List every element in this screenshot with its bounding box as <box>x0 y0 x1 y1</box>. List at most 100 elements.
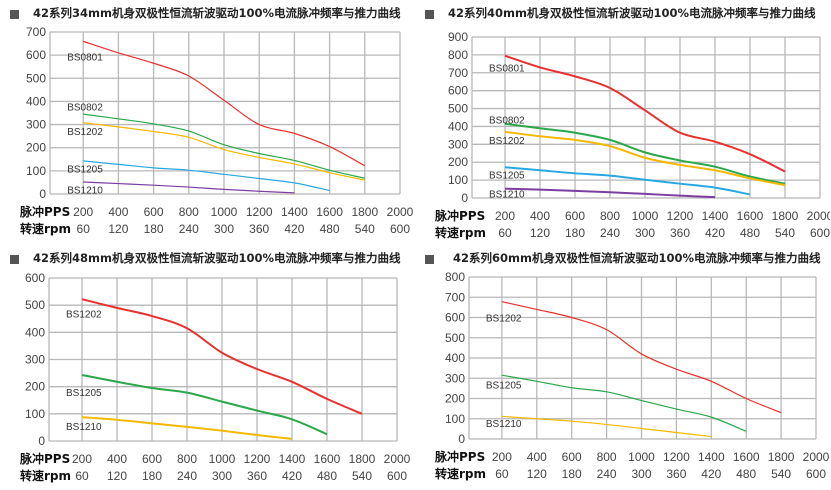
x-tick-label-pps: 800 <box>600 209 620 223</box>
x-tick-label-rpm: 240 <box>597 467 617 481</box>
x-tick-label-pps: 1600 <box>316 205 343 219</box>
x-tick-label-rpm: 240 <box>179 222 199 236</box>
series-label: BS0802 <box>67 103 103 114</box>
y-tick-label: 600 <box>448 84 468 98</box>
chart-title: 42系列48mm机身双极性恒流斩波驱动100%电流脉冲频率与推力曲线 <box>33 251 401 265</box>
x-tick-label-pps: 1200 <box>667 209 694 223</box>
x-tick-label-pps: 2000 <box>803 450 830 464</box>
series-line-bs1205 <box>504 166 751 196</box>
y-tick-label: 100 <box>25 407 45 421</box>
series-line-bs1205 <box>81 374 328 436</box>
y-tick-label: 500 <box>448 102 468 116</box>
x-tick-label-pps: 800 <box>179 205 199 219</box>
x-tick-label-pps: 1800 <box>768 450 795 464</box>
x-tick-label-rpm: 60 <box>498 226 512 240</box>
series-label: BS1202 <box>67 127 103 138</box>
x-tick-label-pps: 200 <box>495 209 515 223</box>
x-tick-label-rpm: 120 <box>107 469 127 483</box>
x-tick-label-rpm: 360 <box>666 467 686 481</box>
x-row-label-rpm: 转速rpm <box>20 221 71 236</box>
x-tick-label-rpm: 180 <box>144 222 164 236</box>
series-line-bs1205 <box>83 160 330 192</box>
x-tick-label-rpm: 360 <box>247 469 267 483</box>
x-tick-label-pps: 1200 <box>244 452 271 466</box>
x-tick-label-rpm: 60 <box>75 469 89 483</box>
x-row-label-pps: 脉冲PPS <box>19 451 70 466</box>
y-tick-label: 700 <box>448 66 468 80</box>
x-tick-label-rpm: 300 <box>212 469 232 483</box>
x-tick-label-pps: 1000 <box>211 205 238 219</box>
x-tick-label-rpm: 300 <box>631 467 651 481</box>
x-tick-label-rpm: 120 <box>527 467 547 481</box>
y-tick-label: 300 <box>25 353 45 367</box>
line-chart: 0 100 200 300 400 500 600 700 800 200 60 400 120 600 1… <box>434 270 830 481</box>
x-tick-label-rpm: 480 <box>736 467 756 481</box>
y-tick-label: 400 <box>448 119 468 133</box>
x-tick-label-pps: 1800 <box>351 205 378 219</box>
series-label: BS1205 <box>486 380 522 391</box>
x-tick-label-pps: 2000 <box>387 205 414 219</box>
x-tick-label-rpm: 480 <box>320 222 340 236</box>
y-tick-label: 100 <box>26 164 46 178</box>
series-label: BS1210 <box>486 419 522 430</box>
x-tick-label-pps: 1400 <box>281 205 308 219</box>
x-tick-label-pps: 600 <box>565 209 585 223</box>
x-tick-label-rpm: 60 <box>495 467 509 481</box>
x-tick-label-rpm: 300 <box>635 226 655 240</box>
series-label: BS1202 <box>66 309 102 320</box>
bullet-square-icon <box>10 255 19 264</box>
y-tick-label: 400 <box>445 351 465 365</box>
x-tick-label-pps: 400 <box>527 450 547 464</box>
x-tick-label-rpm: 480 <box>317 469 337 483</box>
x-tick-label-rpm: 180 <box>565 226 585 240</box>
bullet-square-icon <box>10 10 19 19</box>
y-tick-label: 500 <box>445 331 465 345</box>
x-tick-label-pps: 600 <box>562 450 582 464</box>
x-tick-label-pps: 1600 <box>737 209 764 223</box>
line-chart: 0 100 200 300 400 500 600 200 60 400 120 600 180 800 2… <box>19 271 411 483</box>
series-label: BS1210 <box>66 422 102 433</box>
x-tick-label-rpm: 600 <box>806 467 826 481</box>
y-tick-label: 900 <box>448 30 468 44</box>
x-tick-label-pps: 1600 <box>314 452 341 466</box>
x-tick-label-pps: 200 <box>73 205 93 219</box>
y-tick-label: 0 <box>39 187 46 201</box>
x-tick-label-rpm: 540 <box>352 469 372 483</box>
y-tick-label: 300 <box>445 371 465 385</box>
x-tick-label-rpm: 540 <box>355 222 375 236</box>
series-label: BS0801 <box>489 63 525 74</box>
series-label: BS1205 <box>67 165 103 176</box>
series-line-bs1205 <box>501 374 747 432</box>
x-row-label-rpm: 转速rpm <box>435 466 486 481</box>
y-tick-label: 600 <box>26 48 46 62</box>
y-tick-label: 600 <box>25 271 45 285</box>
x-tick-label-pps: 2000 <box>807 209 830 223</box>
y-tick-label: 200 <box>445 392 465 406</box>
x-tick-label-rpm: 360 <box>670 226 690 240</box>
y-tick-label: 700 <box>26 25 46 39</box>
x-tick-label-pps: 800 <box>177 452 197 466</box>
series-label: BS1210 <box>489 190 525 201</box>
y-tick-label: 200 <box>26 141 46 155</box>
chart-panel: 42系列60mm机身双极性恒流斩波驱动100%电流脉冲频率与推力曲线 0 100 20… <box>415 245 830 490</box>
x-tick-label-pps: 1400 <box>702 209 729 223</box>
x-tick-label-rpm: 420 <box>705 226 725 240</box>
series-label: BS1205 <box>66 388 102 399</box>
x-tick-label-pps: 400 <box>530 209 550 223</box>
y-tick-label: 0 <box>458 432 465 446</box>
y-tick-label: 500 <box>26 71 46 85</box>
y-tick-label: 300 <box>448 137 468 151</box>
x-tick-label-rpm: 120 <box>108 222 128 236</box>
x-tick-label-pps: 200 <box>72 452 92 466</box>
x-tick-label-rpm: 420 <box>701 467 721 481</box>
x-tick-label-rpm: 600 <box>387 469 407 483</box>
x-tick-label-rpm: 600 <box>810 226 830 240</box>
x-tick-label-pps: 200 <box>492 450 512 464</box>
x-tick-label-pps: 600 <box>144 205 164 219</box>
x-tick-label-pps: 2000 <box>384 452 411 466</box>
y-tick-label: 500 <box>25 298 45 312</box>
x-tick-label-pps: 1400 <box>698 450 725 464</box>
chart-panel: 42系列40mm机身双极性恒流斩波驱动100%电流脉冲频率与推力曲线 0 100 20… <box>415 0 830 245</box>
x-row-label-pps: 脉冲PPS <box>19 204 70 219</box>
y-tick-label: 100 <box>445 412 465 426</box>
